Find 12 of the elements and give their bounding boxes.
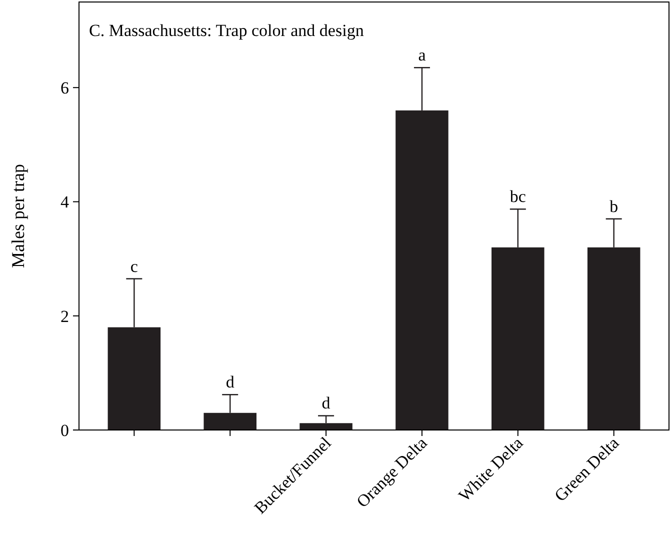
annotation: c: [130, 256, 138, 276]
annotation: b: [610, 196, 618, 216]
annotation: d: [226, 372, 235, 392]
y-tick-label: 4: [60, 192, 70, 212]
text: C. Massachusetts: Trap color and design: [89, 21, 364, 40]
annotation: bc: [510, 187, 526, 206]
annotation: d: [322, 394, 331, 413]
annotation: a: [418, 46, 426, 65]
y-axis-title: Males per trap: [8, 164, 28, 268]
y-tick-label: 2: [60, 306, 69, 326]
y-tick-label: 0: [60, 420, 69, 440]
y-tick-label: 6: [60, 78, 69, 98]
